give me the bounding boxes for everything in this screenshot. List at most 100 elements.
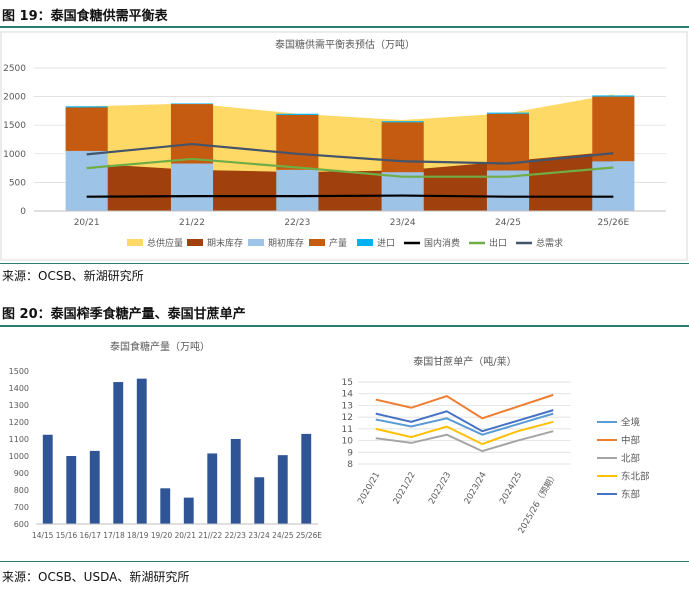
- production-bar: [381, 122, 424, 173]
- chart1-y-tick: 500: [9, 178, 26, 188]
- production-bar-22/23: [230, 439, 241, 524]
- chart1-legend-label: 期末库存: [207, 237, 243, 249]
- production-bar-21/22: [207, 453, 218, 524]
- chart3-y-tick: 8: [347, 460, 353, 470]
- chart3-legend-label: 东部: [621, 489, 640, 501]
- chart3-x-tick: 2020/21: [356, 471, 382, 507]
- chart1-title: 泰国糖供需平衡表预估（万吨）: [275, 38, 415, 51]
- chart2-x-tick-labels: 14/15 15/16 16/17 17/18 18/19 19/20 20/2…: [32, 531, 322, 540]
- chart1-y-tick: 2000: [3, 93, 26, 103]
- chart1-frame: [0, 31, 688, 261]
- chart2-y-tick: 1000: [9, 452, 29, 461]
- yield-line-北部: [375, 430, 554, 453]
- imports-bar: [170, 103, 214, 105]
- chart2-y-tick: 1200: [9, 418, 29, 427]
- chart1-x-tick: 23/24: [390, 218, 416, 228]
- chart1-x-tick: 22/23: [284, 218, 310, 228]
- production-bar-24/25: [277, 455, 288, 524]
- chart3-y-tick: 15: [342, 378, 353, 388]
- total-demand-line: [86, 142, 614, 165]
- production-bar-15/16: [66, 456, 77, 524]
- production-bar-25/26E: [301, 433, 312, 524]
- figure19-top-rule: [0, 26, 689, 28]
- chart1-x-tick: 25/26E: [598, 218, 630, 228]
- chart1-x-tick: 20/21: [74, 218, 100, 228]
- chart1-legend-label: 出口: [489, 237, 507, 249]
- chart3-x-tick: 2022/23: [427, 471, 453, 507]
- opening-stock-bar: [381, 172, 424, 211]
- figure19-source: 来源：OCSB、新湖研究所: [2, 269, 144, 283]
- opening-stock-bar: [170, 163, 214, 211]
- figure20-top-rule: [0, 325, 689, 327]
- production-bar: [486, 113, 530, 171]
- chart3-legend-label: 中部: [621, 435, 640, 447]
- supply-demand-svg: 泰国糖供需平衡表预估（万吨） 0 500 1000 1500 2000 2500 20/21 2…: [0, 31, 688, 261]
- chart1-y-tick: 1500: [3, 121, 26, 131]
- chart1-legend-swatch: [248, 239, 264, 246]
- chart3-title: 泰国甘蔗单产（吨/莱）: [413, 355, 516, 368]
- imports-bar: [486, 112, 530, 114]
- figure20-caption: 图 20：泰国榨季食糖产量、泰国甘蔗单产: [2, 307, 246, 322]
- chart3-y-tick: 12: [342, 413, 353, 423]
- chart2-y-tick: 1100: [9, 435, 29, 444]
- chart1-legend-label: 进口: [377, 238, 395, 249]
- chart1-y-tick: 2500: [3, 64, 26, 74]
- chart1-legend-label: 总需求: [536, 237, 563, 249]
- chart1-legend-label: 总供应量: [147, 237, 183, 249]
- chart3-y-tick: 10: [342, 437, 354, 447]
- production-bar-18/19: [136, 378, 147, 524]
- production-bar-16/17: [89, 450, 100, 524]
- chart2-y-tick: 1300: [9, 401, 29, 410]
- production-bar: [170, 104, 214, 164]
- chart3-x-tick: 2023/24: [463, 471, 489, 507]
- production-bar: [592, 96, 635, 162]
- chart1-legend-swatch: [187, 239, 203, 246]
- chart2-y-tick: 1400: [9, 384, 29, 393]
- chart3-legend-label: 全境: [621, 417, 641, 429]
- chart2-y-tick: 800: [14, 486, 29, 495]
- production-bar-23/24: [254, 477, 265, 524]
- chart1-legend-swatch: [309, 239, 325, 246]
- chart1-legend-label: 国内消费: [424, 237, 460, 249]
- chart3-y-tick: 11: [342, 425, 353, 435]
- production-chart: 泰国食糖产量（万吨） 600 700 800 900 1000 1100 1200 1300 14…: [0, 330, 330, 555]
- yield-line-东部: [375, 409, 554, 433]
- chart3-x-tick: 2021/22: [392, 471, 418, 507]
- figure20-source: 来源：OCSB、USDA、新湖研究所: [2, 570, 190, 584]
- chart2-y-tick: 600: [14, 520, 29, 529]
- chart1-legend-swatch: [357, 239, 373, 246]
- chart2-y-tick: 700: [14, 503, 29, 512]
- figure20-bottom-rule: [0, 561, 689, 562]
- chart3-y-tick: 14: [342, 390, 354, 400]
- chart3-y-tick: 13: [342, 401, 353, 411]
- chart3-x-tick: 2025/26（预期）: [516, 470, 560, 536]
- production-bar-20/21: [183, 497, 194, 524]
- chart1-x-tick: 21/22: [179, 218, 205, 228]
- chart3-legend-label: 北部: [621, 453, 640, 465]
- chart1-y-tick: 0: [20, 207, 26, 217]
- chart3-y-tick: 9: [347, 448, 353, 458]
- supply-demand-chart: 泰国糖供需平衡表预估（万吨） 0 500 1000 1500 2000 2500 20/21 2…: [0, 30, 689, 262]
- chart1-legend-label: 期初库存: [268, 237, 304, 249]
- chart1-y-tick: 1000: [3, 150, 26, 160]
- yield-line-中部: [375, 393, 554, 420]
- opening-stock-bar: [65, 150, 108, 211]
- chart1-x-tick: 24/25: [495, 218, 521, 228]
- chart2-y-tick: 900: [14, 469, 29, 478]
- chart1-legend-swatch: [127, 239, 143, 246]
- imports-bar: [65, 106, 108, 108]
- production-bar: [65, 107, 108, 151]
- production-bar-19/20: [160, 488, 171, 524]
- chart1-legend-label: 产量: [329, 237, 347, 249]
- chart2-y-tick: 1500: [9, 367, 29, 376]
- imports-bar: [592, 95, 635, 97]
- production-bar: [276, 114, 319, 170]
- exports-line: [86, 157, 614, 178]
- chart3-legend-label: 东北部: [621, 471, 650, 483]
- yield-line-全境: [375, 412, 554, 436]
- figure19-bottom-rule: [0, 263, 689, 264]
- domestic-consumption-line: [86, 194, 614, 198]
- chart2-title: 泰国食糖产量（万吨）: [110, 340, 210, 353]
- production-bar-17/18: [113, 382, 124, 524]
